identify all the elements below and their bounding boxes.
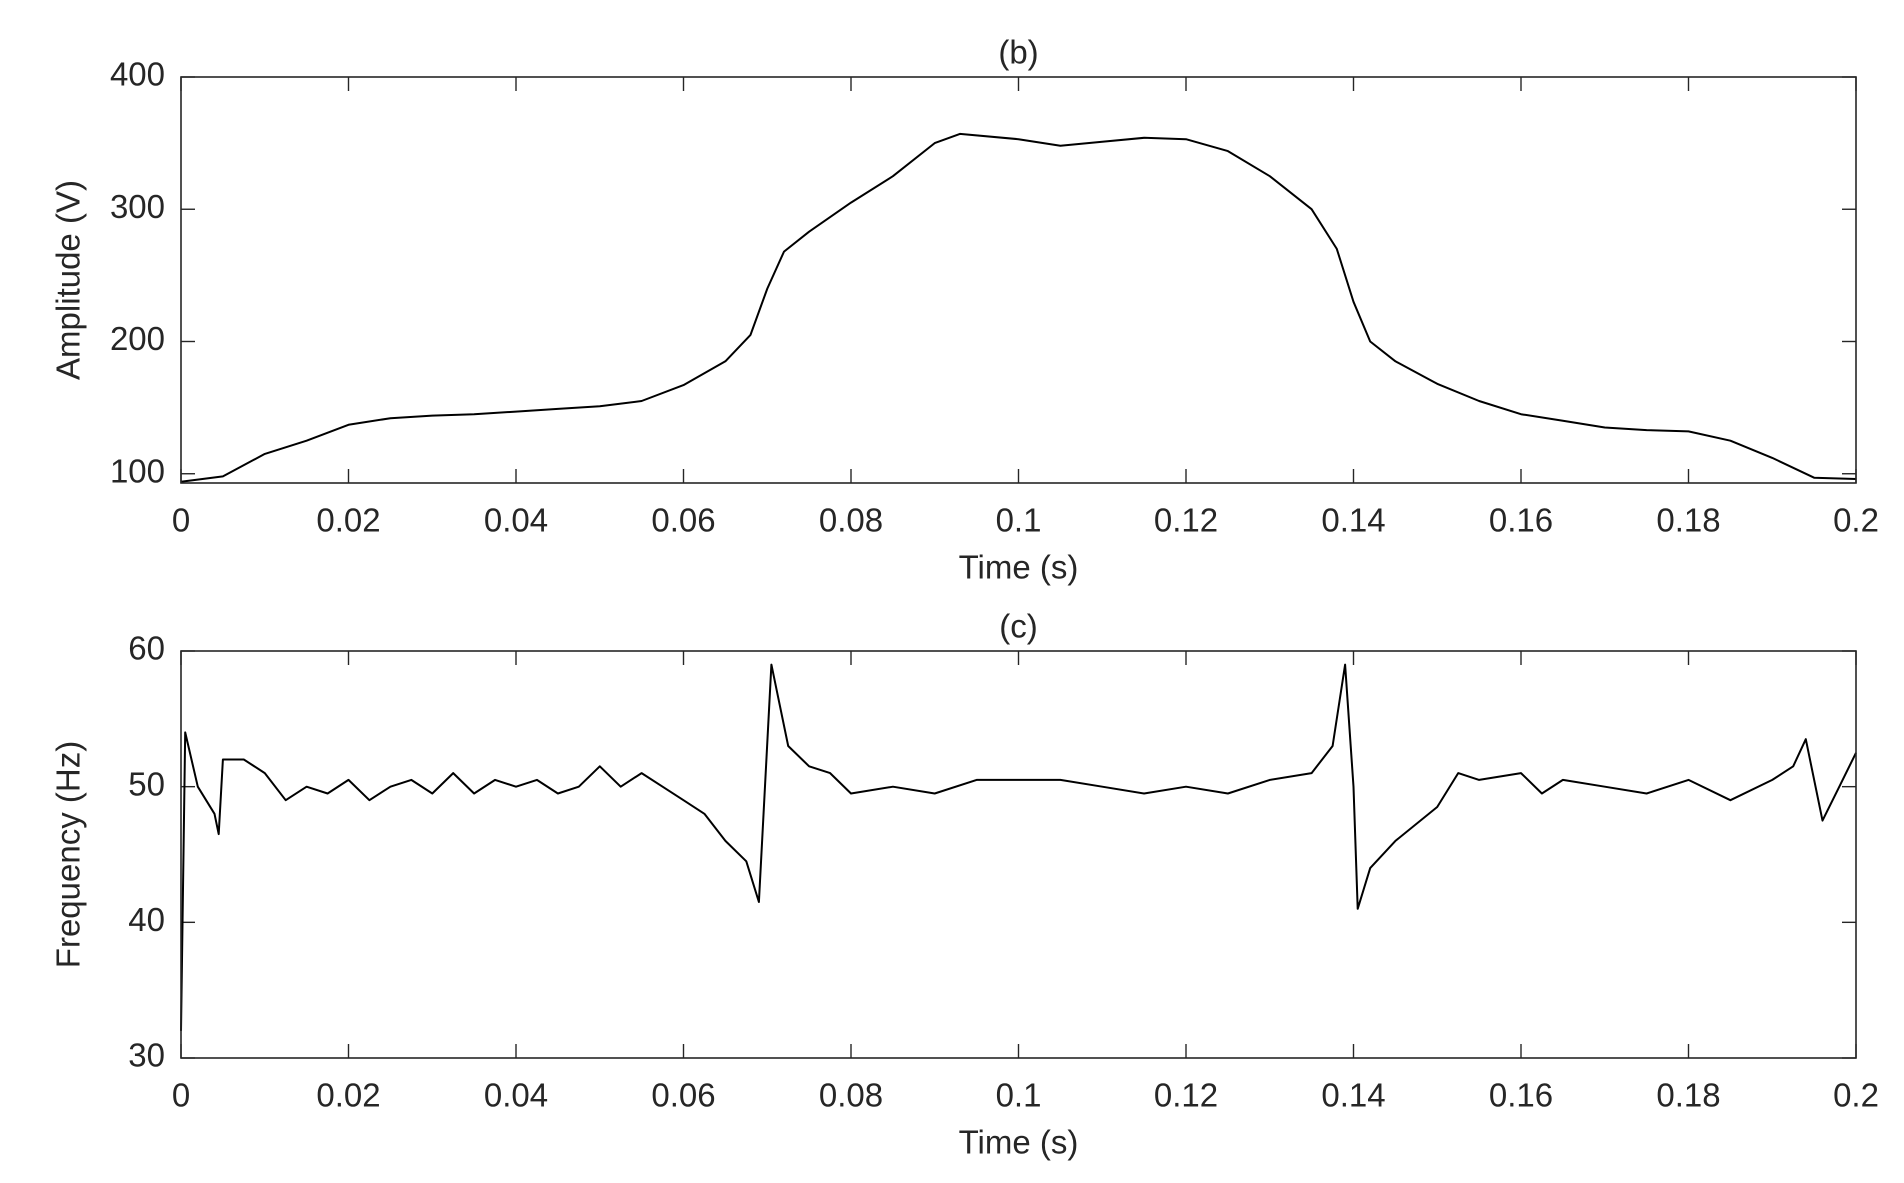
x-tick-label: 0.1 bbox=[996, 1077, 1042, 1114]
x-axis-label: Time (s) bbox=[959, 549, 1079, 586]
x-tick-label: 0.1 bbox=[996, 502, 1042, 539]
x-tick-label: 0.02 bbox=[316, 502, 380, 539]
x-tick-label: 0.18 bbox=[1656, 502, 1720, 539]
chart-title: (b) bbox=[998, 34, 1038, 71]
x-tick-label: 0.18 bbox=[1656, 1077, 1720, 1114]
x-tick-label: 0.12 bbox=[1154, 1077, 1218, 1114]
x-tick-label: 0.14 bbox=[1321, 1077, 1385, 1114]
x-tick-label: 0.08 bbox=[819, 502, 883, 539]
y-axis-label: Frequency (Hz) bbox=[50, 741, 87, 968]
y-tick-label: 50 bbox=[128, 765, 165, 802]
x-tick-label: 0.12 bbox=[1154, 502, 1218, 539]
plot-frame bbox=[180, 650, 1857, 1059]
x-tick-label: 0.06 bbox=[651, 1077, 715, 1114]
chart-title: (c) bbox=[999, 608, 1037, 645]
y-tick-label: 400 bbox=[110, 56, 165, 93]
x-tick-label: 0.14 bbox=[1321, 502, 1385, 539]
x-tick-label: 0.08 bbox=[819, 1077, 883, 1114]
x-tick-label: 0.06 bbox=[651, 502, 715, 539]
x-tick-label: 0.02 bbox=[316, 1077, 380, 1114]
x-tick-label: 0.16 bbox=[1489, 502, 1553, 539]
y-tick-label: 30 bbox=[128, 1037, 165, 1074]
y-tick-label: 40 bbox=[128, 901, 165, 938]
plot-frame bbox=[180, 76, 1857, 484]
x-tick-label: 0.2 bbox=[1833, 502, 1879, 539]
x-tick-label: 0 bbox=[172, 1077, 190, 1114]
y-tick-label: 60 bbox=[128, 630, 165, 667]
y-tick-label: 300 bbox=[110, 188, 165, 225]
y-tick-label: 200 bbox=[110, 320, 165, 357]
data-line bbox=[180, 132, 1857, 483]
x-tick-label: 0 bbox=[172, 502, 190, 539]
x-tick-label: 0.04 bbox=[484, 502, 548, 539]
data-line bbox=[180, 663, 1857, 1031]
x-axis-label: Time (s) bbox=[959, 1124, 1079, 1161]
y-tick-label: 100 bbox=[110, 452, 165, 489]
x-tick-label: 0.2 bbox=[1833, 1077, 1879, 1114]
y-axis-label: Amplitude (V) bbox=[50, 180, 87, 380]
x-tick-label: 0.04 bbox=[484, 1077, 548, 1114]
x-tick-label: 0.16 bbox=[1489, 1077, 1553, 1114]
